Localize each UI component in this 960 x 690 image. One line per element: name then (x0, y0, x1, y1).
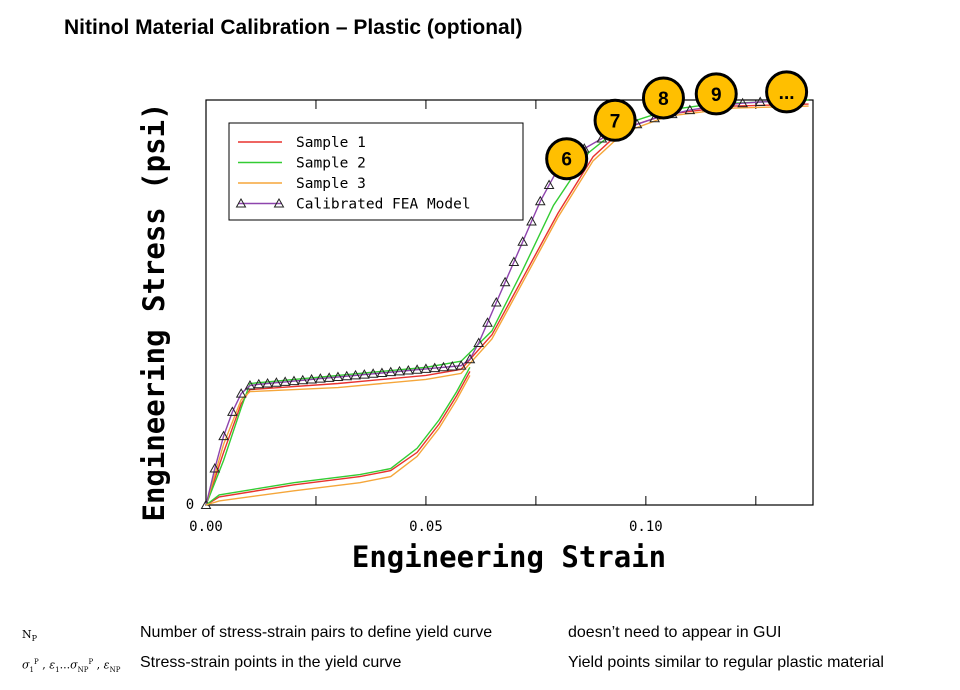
y-tick-label: 0 (186, 497, 194, 513)
legend-marker (235, 197, 247, 208)
param-symbol: σ1P , ε1...σNPP , εNP (22, 658, 121, 674)
point-marker-circle (694, 72, 738, 116)
param-description: Stress-strain points in the yield curve (140, 654, 402, 671)
fea-marker (499, 276, 511, 287)
fea-marker (754, 96, 766, 107)
fea-marker (446, 360, 458, 371)
legend: Sample 1 Sample 2 Sample 3 Calibrated FEA M… (228, 122, 524, 221)
fea-marker (517, 236, 529, 246)
fea-marker (358, 369, 370, 379)
series-line-7 (205, 375, 471, 506)
param-symbol: NP (22, 628, 38, 644)
fea-marker (323, 372, 335, 382)
fea-marker (737, 97, 748, 108)
param-row-np: NP Number of stress-strain pairs to defi… (0, 624, 960, 648)
series-line-5 (205, 371, 471, 506)
series-line-6 (205, 366, 471, 506)
legend-marker (273, 197, 285, 208)
fea-marker (244, 380, 256, 390)
fea-marker (394, 365, 405, 376)
fea-marker (332, 371, 344, 382)
fea-marker (227, 406, 238, 416)
param-row-points: σ1P , ε1...σNPP , εNP Stress-strain poin… (0, 654, 960, 678)
point-marker-label: 7 (610, 111, 621, 132)
fea-marker (376, 367, 388, 377)
point-marker-label: 9 (711, 85, 722, 106)
fea-marker (508, 256, 520, 266)
fea-marker (490, 296, 502, 307)
point-marker-circle (593, 98, 637, 142)
fea-marker (262, 377, 273, 388)
param-description: Number of stress-strain pairs to define … (140, 624, 493, 641)
fea-marker (385, 366, 397, 377)
point-marker-circle (545, 137, 589, 181)
param-note: doesn’t need to appear in GUI (568, 624, 782, 641)
slide-title: Nitinol Material Calibration – Plastic (… (64, 16, 523, 39)
fea-marker (315, 373, 326, 383)
legend-label: Sample 1 (296, 135, 366, 151)
legend-label: Sample 2 (296, 156, 366, 172)
plot-frame (205, 99, 814, 506)
fea-marker (455, 360, 467, 370)
fea-marker (279, 376, 291, 386)
fea-marker (429, 362, 441, 373)
point-marker-circle (765, 70, 809, 114)
fea-marker (235, 388, 247, 398)
x-tick-label: 0.10 (629, 519, 663, 535)
point-marker-label: 6 (561, 150, 572, 171)
x-tick-label: 0.05 (409, 519, 443, 535)
fea-marker (543, 179, 555, 190)
fea-marker (473, 337, 485, 347)
legend-label: Sample 3 (296, 176, 366, 192)
fea-marker (350, 369, 361, 380)
x-axis-label: Engineering Strain (352, 540, 666, 574)
annotation-layer: 6 7 8 9... (545, 70, 809, 181)
fea-marker (297, 374, 309, 385)
y-axis-label: Engineering Stress (psi) (137, 102, 171, 521)
fea-marker (534, 195, 546, 206)
fea-marker (218, 430, 229, 441)
fea-marker (402, 365, 414, 375)
legend-label: Calibrated FEA Model (296, 197, 471, 213)
point-marker-label: ... (779, 83, 795, 104)
fea-marker (253, 378, 265, 389)
param-note: Yield points similar to regular plastic … (568, 654, 884, 671)
fea-marker (271, 377, 282, 387)
fea-marker (288, 375, 300, 386)
point-marker-label: 8 (658, 89, 669, 110)
fea-marker (420, 363, 432, 373)
fea-marker (684, 104, 696, 115)
fea-marker (306, 373, 317, 384)
fea-marker (209, 463, 221, 473)
fea-marker (367, 368, 379, 378)
fea-marker (464, 353, 476, 364)
fea-marker (482, 317, 493, 327)
fea-marker (341, 370, 353, 381)
x-tick-label: 0.00 (189, 519, 223, 535)
stress-strain-chart: 0.00 0.05 0.10 0 Sample 1 Sample 2 Sample 3 Ca… (137, 70, 814, 574)
fea-marker (526, 215, 537, 226)
point-marker-circle (641, 76, 685, 120)
series-line-4 (205, 100, 796, 506)
fea-marker (438, 361, 449, 372)
fea-marker (411, 364, 423, 374)
